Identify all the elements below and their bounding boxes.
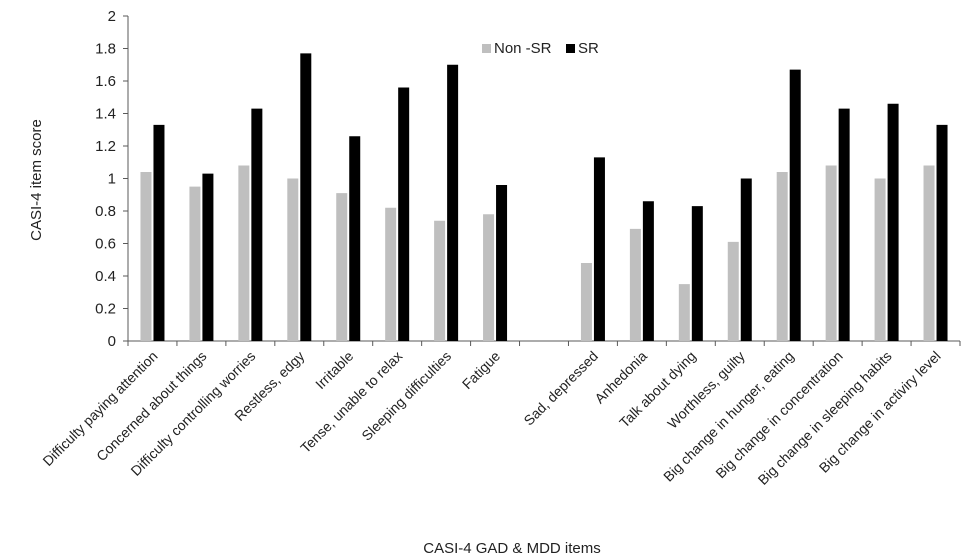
legend-label: Non -SR [494,40,552,57]
bar-sr [887,103,899,341]
legend-swatch [482,44,491,53]
bar-sr [398,87,410,341]
y-tick-label: 1.8 [95,41,116,58]
bar-non-sr [483,214,495,341]
bar-non-sr [923,165,935,341]
y-tick-label: 1.6 [95,73,116,90]
bar-non-sr [874,178,886,341]
bar-sr [447,64,459,341]
y-tick-label: 1.2 [95,138,116,155]
bar-non-sr [580,263,592,341]
bar-sr [593,157,605,341]
bar-non-sr [385,207,397,341]
bar-sr [789,69,801,341]
y-tick-label: 1 [108,171,116,188]
y-tick-label: 0.2 [95,301,116,318]
bar-sr [349,136,361,341]
axes: 0 0.2 0.4 0.6 0.8 1 1.2 1.4 1.6 1.8 2 [95,8,961,350]
y-tick-label: 2 [108,8,116,25]
bar-non-sr [434,220,446,341]
bar-non-sr [825,165,837,341]
bar-sr [642,201,654,341]
bar-non-sr [189,186,201,341]
bar-non-sr [140,172,152,341]
bar-non-sr [238,165,250,341]
legend-swatch [566,44,575,53]
bar-sr [936,124,948,341]
legend-label: SR [578,40,599,57]
bar-sr [691,206,703,341]
bar-sr [496,185,508,341]
legend: Non -SR SR [482,40,599,57]
bar-non-sr [776,172,788,341]
y-tick-label: 0.8 [95,203,116,220]
bar-sr [251,108,263,341]
bar-non-sr [678,284,690,341]
x-tick-label: Fatigue [459,348,503,392]
bar-sr [740,178,752,341]
bar-non-sr [727,241,739,341]
bar-non-sr [287,178,299,341]
y-tick-label: 0 [108,333,116,350]
x-tick-label: Irritable [312,348,356,392]
bars [140,53,948,341]
x-tick-label: Sad, depressed [520,348,601,429]
bar-non-sr [629,228,641,341]
y-axis-label: CASI-4 item score [28,119,45,241]
x-tick-label: Sleeping difficulties [358,348,454,444]
bar-sr [202,173,214,341]
bar-sr [153,124,165,341]
bar-sr [300,53,312,341]
x-axis-label: CASI-4 GAD & MDD items [423,540,601,557]
bar-sr [838,108,850,341]
y-tick-label: 1.4 [95,106,116,123]
bar-non-sr [336,193,348,341]
y-tick-label: 0.4 [95,268,116,285]
y-tick-label: 0.6 [95,236,116,253]
